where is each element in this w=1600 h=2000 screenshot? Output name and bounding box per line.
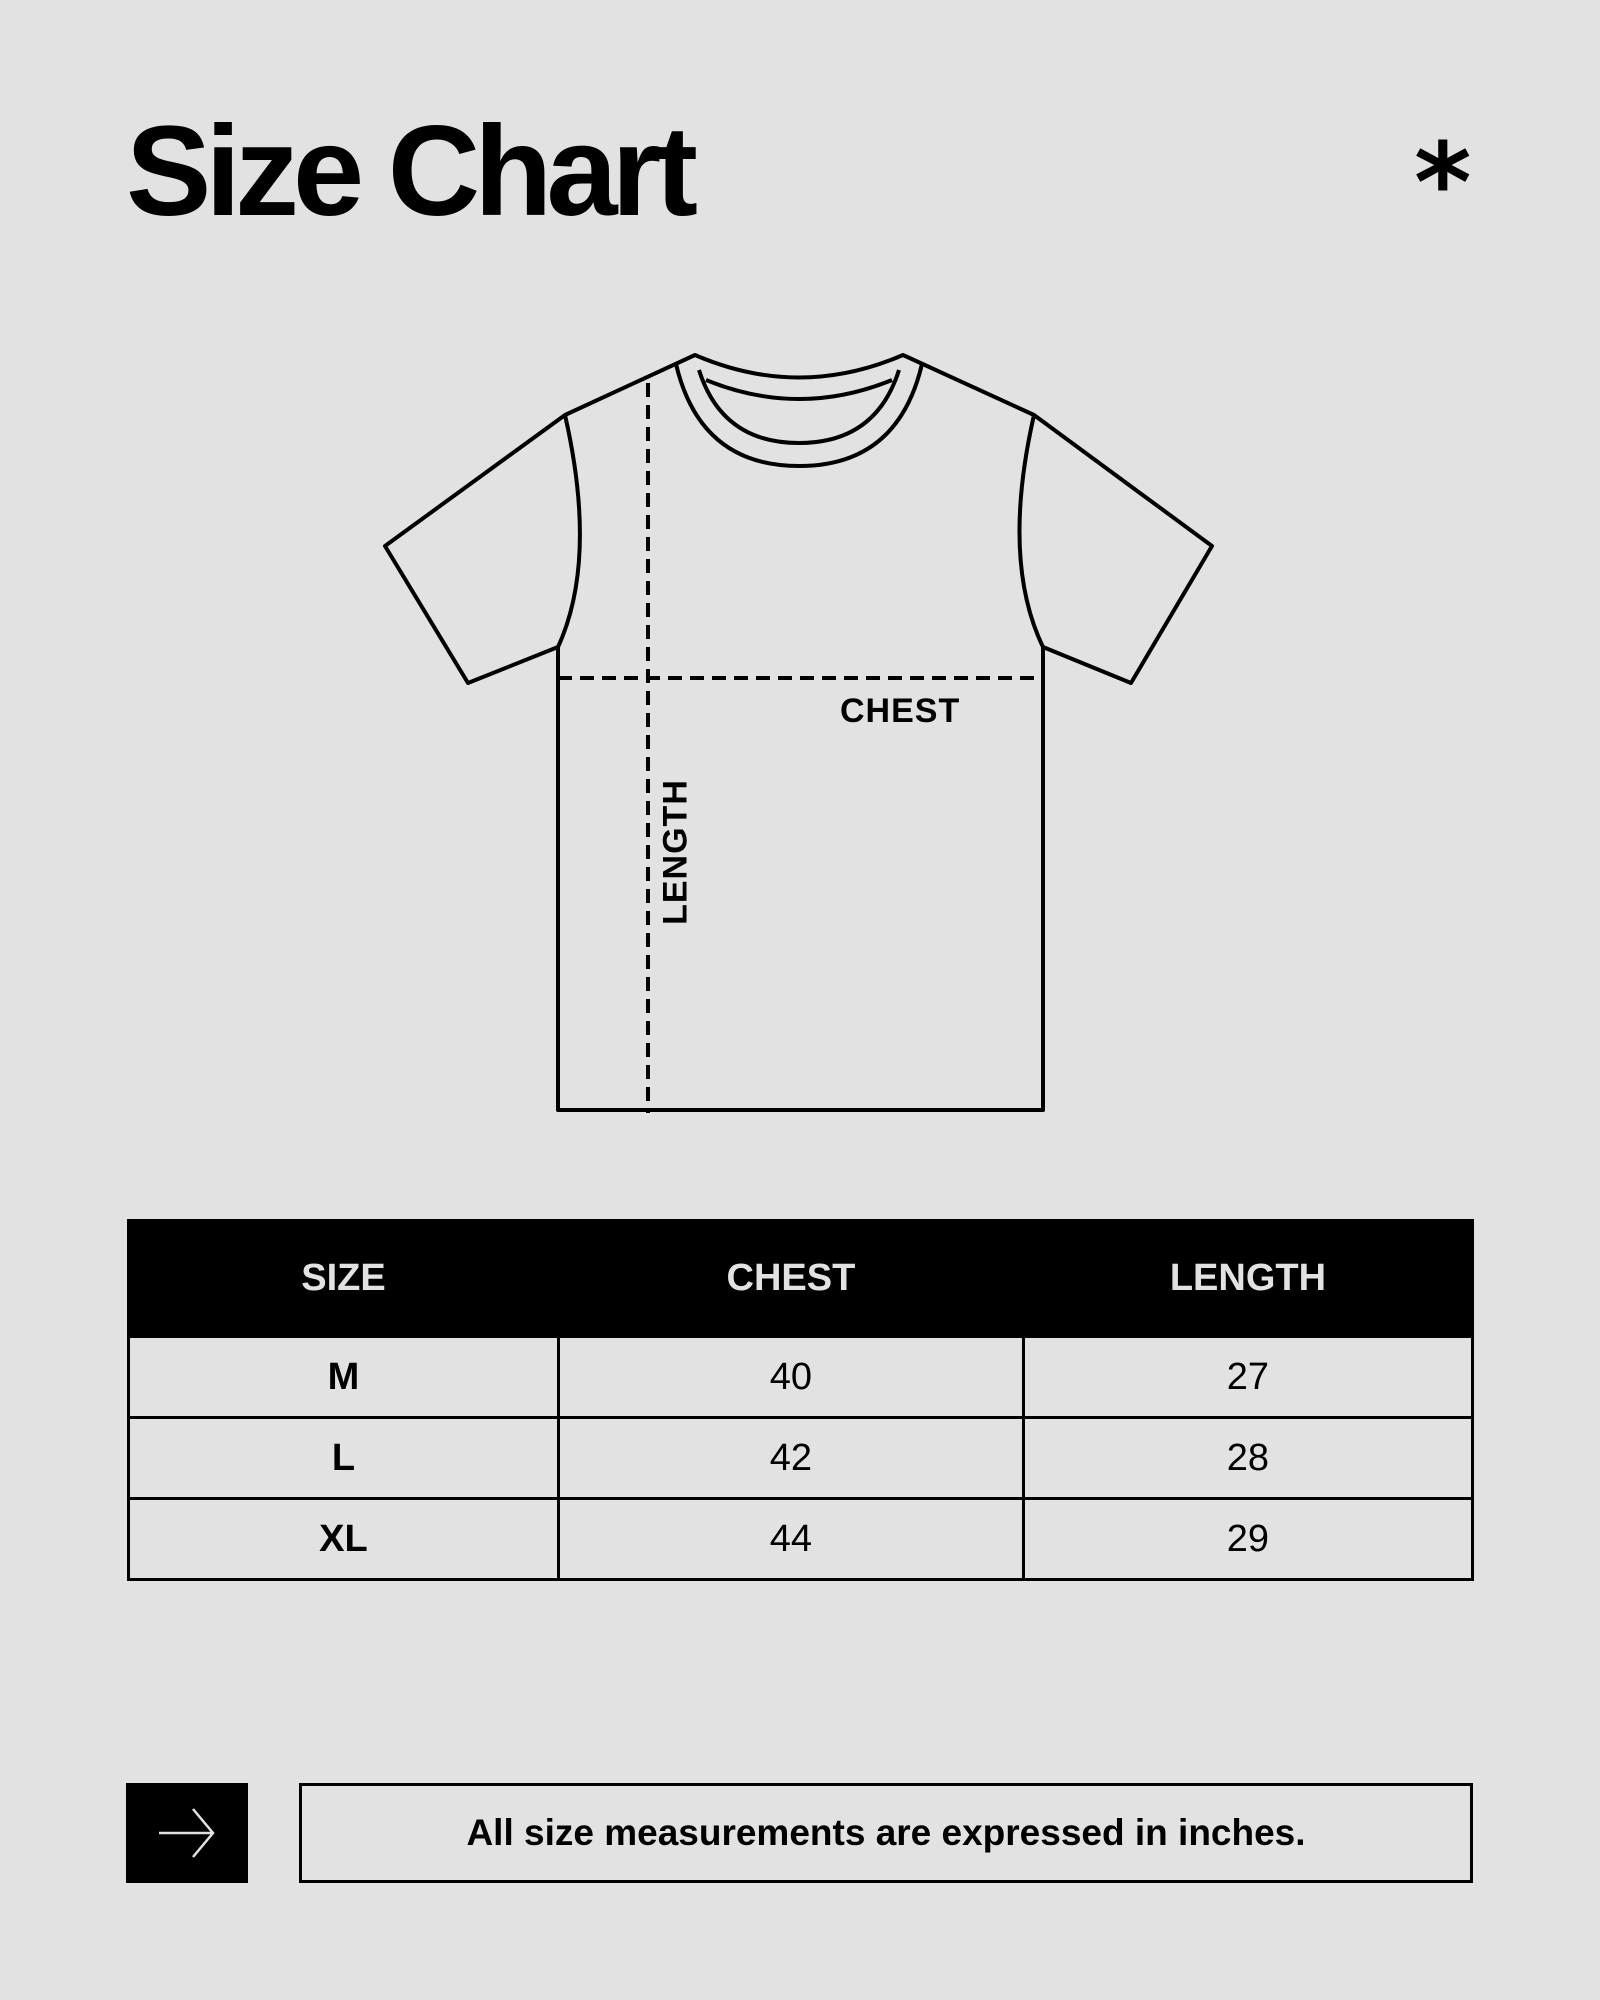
length-cell: 28 bbox=[1021, 1416, 1475, 1500]
collar-band bbox=[705, 378, 893, 401]
table-row: M 40 27 bbox=[127, 1335, 1475, 1419]
table-header-row: SIZE CHEST LENGTH bbox=[127, 1219, 1475, 1338]
header-size: SIZE bbox=[127, 1219, 560, 1338]
left-armhole bbox=[556, 414, 582, 648]
right-armhole bbox=[1017, 414, 1045, 648]
collar-inner bbox=[697, 369, 901, 445]
tshirt-diagram bbox=[383, 353, 1214, 1113]
collar-outer bbox=[674, 363, 924, 468]
chest-label: CHEST bbox=[840, 692, 961, 730]
length-label: LENGTH bbox=[656, 779, 695, 925]
size-cell: XL bbox=[127, 1497, 560, 1581]
size-cell: M bbox=[127, 1335, 560, 1419]
chest-cell: 42 bbox=[556, 1416, 1025, 1500]
chest-cell: 44 bbox=[556, 1497, 1025, 1581]
length-cell: 27 bbox=[1021, 1335, 1475, 1419]
asterisk-icon: * bbox=[1414, 119, 1472, 247]
arrow-button[interactable] bbox=[126, 1783, 248, 1883]
units-note: All size measurements are expressed in i… bbox=[299, 1783, 1473, 1883]
arrow-right-icon bbox=[159, 1808, 215, 1858]
header-length: LENGTH bbox=[1021, 1219, 1475, 1338]
chest-cell: 40 bbox=[556, 1335, 1025, 1419]
length-cell: 29 bbox=[1021, 1497, 1475, 1581]
table-row: L 42 28 bbox=[127, 1416, 1475, 1500]
tshirt-outline bbox=[383, 353, 1214, 1112]
size-table: SIZE CHEST LENGTH M 40 27 L 42 28 XL 44 … bbox=[127, 1219, 1475, 1581]
header-chest: CHEST bbox=[556, 1219, 1025, 1338]
table-row: XL 44 29 bbox=[127, 1497, 1475, 1581]
size-cell: L bbox=[127, 1416, 560, 1500]
page-title: Size Chart bbox=[126, 100, 698, 243]
